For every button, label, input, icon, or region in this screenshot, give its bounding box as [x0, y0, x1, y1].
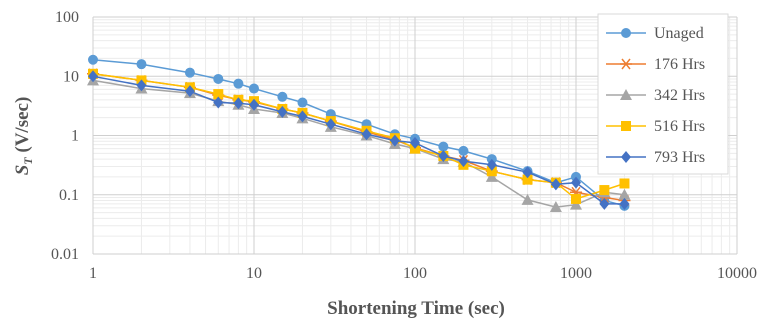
- data-point-793-hrs: [136, 79, 147, 92]
- data-point-516-hrs: [619, 178, 630, 189]
- y-tick-label: 0.01: [51, 246, 79, 263]
- legend-label: 176 Hrs: [654, 56, 705, 73]
- data-point-793-hrs: [621, 151, 631, 163]
- data-point-516-hrs: [599, 185, 610, 196]
- y-axis-title-main: S: [12, 165, 33, 176]
- data-point-793-hrs: [361, 128, 372, 141]
- series-line-793-hrs: [92, 75, 625, 205]
- legend-label: 342 Hrs: [654, 87, 705, 104]
- data-point-793-hrs: [438, 150, 449, 163]
- data-point-unaged: [621, 28, 631, 38]
- data-point-unaged: [249, 83, 259, 94]
- y-tick-label: 1: [71, 128, 79, 145]
- data-point-793-hrs: [88, 70, 98, 83]
- data-point-516-hrs: [571, 193, 581, 204]
- data-point-342-hrs: [570, 198, 582, 210]
- data-point-342-hrs: [618, 188, 631, 200]
- data-point-342-hrs: [521, 193, 534, 205]
- y-axis-title: ST (V/sec): [12, 97, 35, 176]
- data-point-unaged: [136, 59, 147, 70]
- legend-entry-176-hrs: 176 Hrs: [606, 56, 705, 73]
- data-point-793-hrs: [599, 197, 610, 210]
- axes: 1 10 100 1000 10000 0.01 0.1 1 10 100: [51, 9, 757, 282]
- data-point-unaged: [458, 145, 469, 156]
- data-point-176-hrs: [620, 58, 632, 70]
- data-point-793-hrs: [522, 166, 533, 179]
- y-tick-label: 0.1: [59, 187, 79, 204]
- data-point-793-hrs: [297, 110, 308, 123]
- data-point-516-hrs: [213, 89, 224, 100]
- legend-label: 793 Hrs: [654, 149, 705, 166]
- y-axis-title-rest: (V/sec): [12, 97, 33, 158]
- data-point-793-hrs: [325, 118, 336, 131]
- data-point-unaged: [277, 91, 288, 102]
- x-tick-label: 10: [246, 265, 262, 282]
- data-point-793-hrs: [571, 176, 581, 189]
- legend-label: 516 Hrs: [654, 118, 705, 135]
- data-point-793-hrs: [550, 178, 561, 191]
- data-point-unaged: [233, 78, 244, 89]
- data-point-793-hrs: [184, 85, 195, 98]
- data-point-793-hrs: [249, 98, 259, 111]
- data-point-793-hrs: [619, 197, 630, 210]
- x-tick-label: 1000: [560, 265, 592, 282]
- data-point-342-hrs: [549, 201, 562, 213]
- data-point-793-hrs: [458, 155, 469, 168]
- data-point-793-hrs: [213, 96, 224, 109]
- data-point-793-hrs: [389, 134, 400, 147]
- x-tick-label: 1: [89, 265, 97, 282]
- series-793-hrs: [88, 70, 630, 210]
- data-point-793-hrs: [233, 97, 244, 110]
- series-342-hrs: [87, 74, 631, 213]
- data-point-793-hrs: [277, 105, 288, 118]
- data-point-516-hrs: [522, 174, 533, 185]
- x-axis-title: Shortening Time (sec): [327, 298, 505, 319]
- data-point-unaged: [213, 73, 224, 84]
- data-point-516-hrs: [621, 121, 631, 131]
- y-tick-label: 10: [63, 68, 79, 85]
- series-group: [87, 54, 631, 213]
- data-point-793-hrs: [486, 158, 497, 171]
- legend-entry-unaged: Unaged: [606, 25, 704, 42]
- x-tick-label: 10000: [717, 265, 757, 282]
- data-point-516-hrs: [486, 166, 497, 177]
- legend: Unaged 176 Hrs 342 Hrs 516 Hrs 793 Hrs: [597, 13, 729, 175]
- x-tick-label: 100: [403, 265, 427, 282]
- data-point-unaged: [88, 54, 98, 65]
- legend-entry-342-hrs: 342 Hrs: [606, 87, 705, 104]
- data-point-793-hrs: [410, 136, 420, 149]
- data-point-342-hrs: [620, 89, 632, 100]
- y-tick-label: 100: [55, 9, 79, 26]
- legend-entry-793-hrs: 793 Hrs: [606, 149, 705, 166]
- data-point-unaged: [184, 67, 195, 78]
- y-axis-title-sub: T: [21, 157, 35, 165]
- legend-entry-516-hrs: 516 Hrs: [606, 118, 705, 135]
- data-point-342-hrs: [485, 170, 498, 182]
- data-point-unaged: [438, 141, 449, 152]
- legend-label: Unaged: [654, 25, 704, 42]
- data-point-unaged: [297, 97, 308, 108]
- legend-box: [597, 13, 729, 175]
